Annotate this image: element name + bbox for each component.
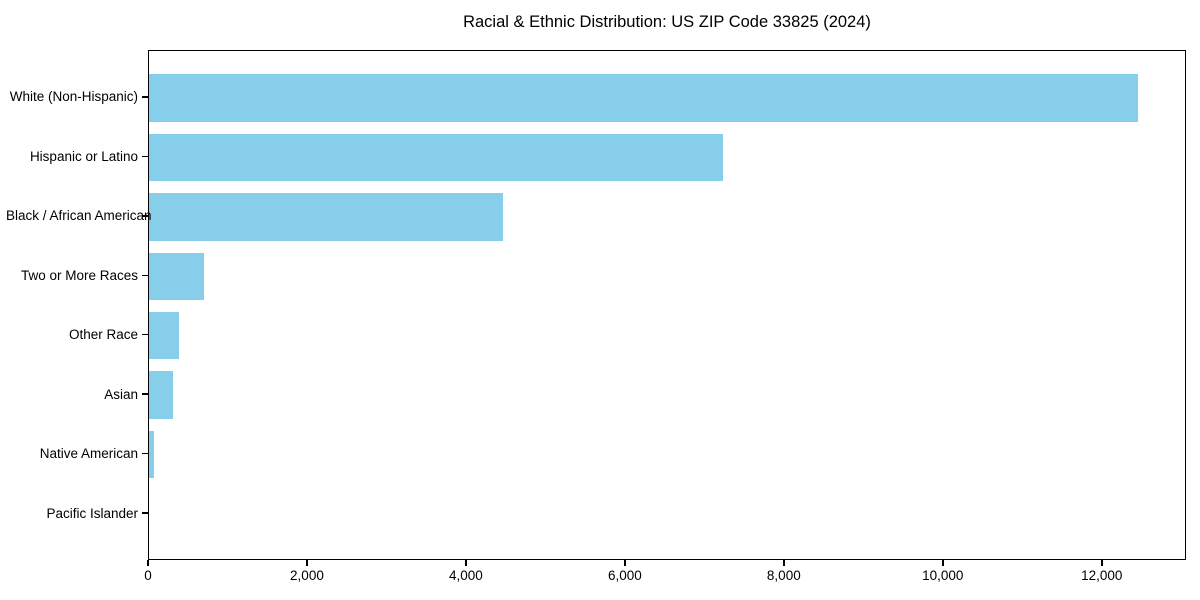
x-tick-mark	[783, 560, 785, 566]
bar-black-african-american	[149, 193, 503, 241]
y-tick-mark	[142, 96, 148, 98]
x-tick-mark	[306, 560, 308, 566]
x-tick-label-2000: 2,000	[290, 568, 324, 583]
y-tick-mark	[142, 393, 148, 395]
x-tick-label-0: 0	[144, 568, 152, 583]
bar-two-or-more-races	[149, 252, 204, 301]
x-tick-mark	[465, 560, 467, 566]
x-tick-mark	[624, 560, 626, 566]
plot-area	[148, 50, 1186, 560]
y-tick-mark	[142, 274, 148, 277]
x-tick-label-10000: 10,000	[922, 568, 964, 583]
y-tick-mark	[142, 215, 148, 217]
y-tick-label-native-american: Native American	[39, 446, 138, 462]
bar-hispanic-or-latino	[149, 133, 723, 182]
bar-white-non-hispanic	[149, 74, 1138, 122]
bar-other-race	[149, 311, 180, 360]
y-tick-label-black-african-american: Black / African American	[6, 208, 152, 224]
x-tick-label-12000: 12,000	[1081, 568, 1123, 583]
y-tick-label-other-race: Other Race	[68, 327, 138, 343]
x-tick-label-8000: 8,000	[766, 568, 801, 583]
x-tick-label-6000: 6,000	[607, 568, 642, 583]
y-tick-mark	[142, 452, 148, 455]
chart-title: Racial & Ethnic Distribution: US ZIP Cod…	[463, 13, 871, 31]
y-tick-label-pacific-islander: Pacific Islander	[46, 505, 138, 521]
y-tick-label-two-or-more-races: Two or More Races	[20, 267, 138, 283]
y-tick-mark	[142, 333, 148, 336]
y-tick-label-asian: Asian	[104, 386, 138, 402]
y-tick-label-hispanic-or-latino: Hispanic or Latino	[29, 148, 138, 164]
x-tick-label-4000: 4,000	[449, 568, 483, 583]
x-tick-mark	[147, 560, 149, 566]
y-tick-mark	[142, 512, 148, 514]
y-tick-mark	[142, 155, 148, 158]
bar-native-american	[149, 430, 154, 479]
y-tick-label-white-non-hispanic: White (Non-Hispanic)	[9, 89, 138, 105]
bar-asian	[149, 371, 173, 419]
x-tick-mark	[1101, 560, 1103, 566]
x-tick-mark	[942, 560, 944, 566]
